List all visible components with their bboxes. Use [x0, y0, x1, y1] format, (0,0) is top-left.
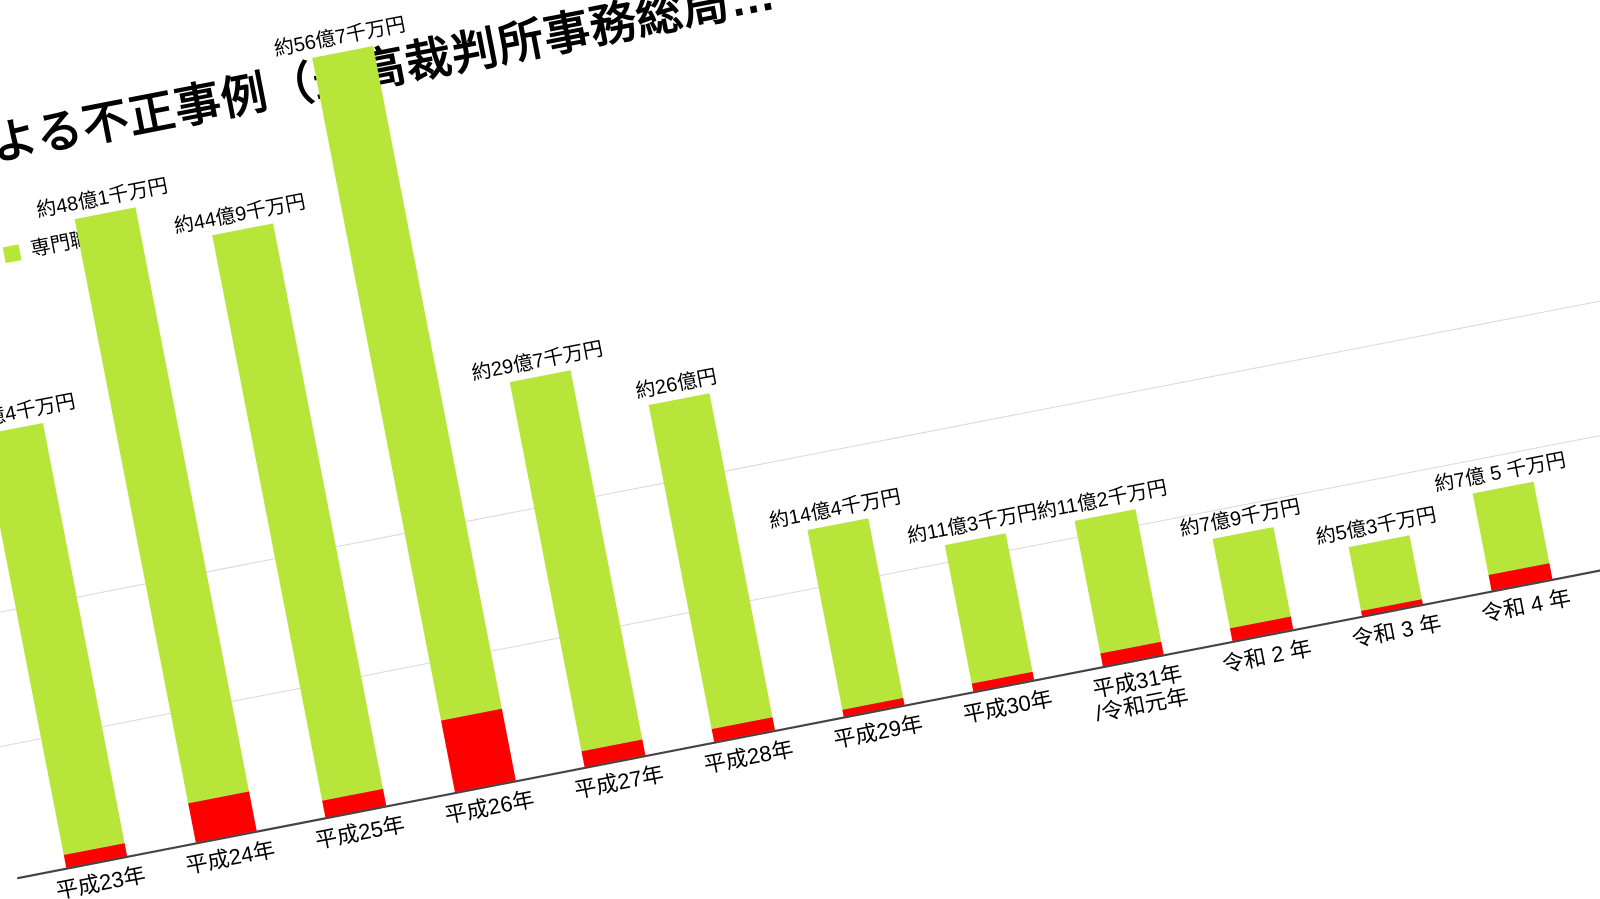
bar [510, 370, 646, 767]
bar [1473, 481, 1553, 590]
bar [212, 223, 386, 817]
bar-segment-nonprofessional [649, 393, 773, 729]
bar [649, 393, 775, 742]
bar-segment-nonprofessional [212, 223, 383, 800]
x-tick-label: 平成31年 /令和元年 [1089, 661, 1191, 726]
bar-segment-nonprofessional [1473, 481, 1550, 574]
plot-area: 01020約33億4千万円平成23年約48億1千万円平成24年約44億9千万円平… [0, 0, 1600, 899]
bar-segment-nonprofessional [1349, 535, 1422, 610]
bar-segment-nonprofessional [0, 423, 125, 855]
bar [945, 533, 1034, 691]
bar-segment-nonprofessional [945, 533, 1033, 683]
bar [0, 423, 127, 868]
bar-segment-professional [441, 709, 516, 792]
bar [1349, 535, 1423, 615]
bar-segment-nonprofessional [510, 370, 643, 751]
